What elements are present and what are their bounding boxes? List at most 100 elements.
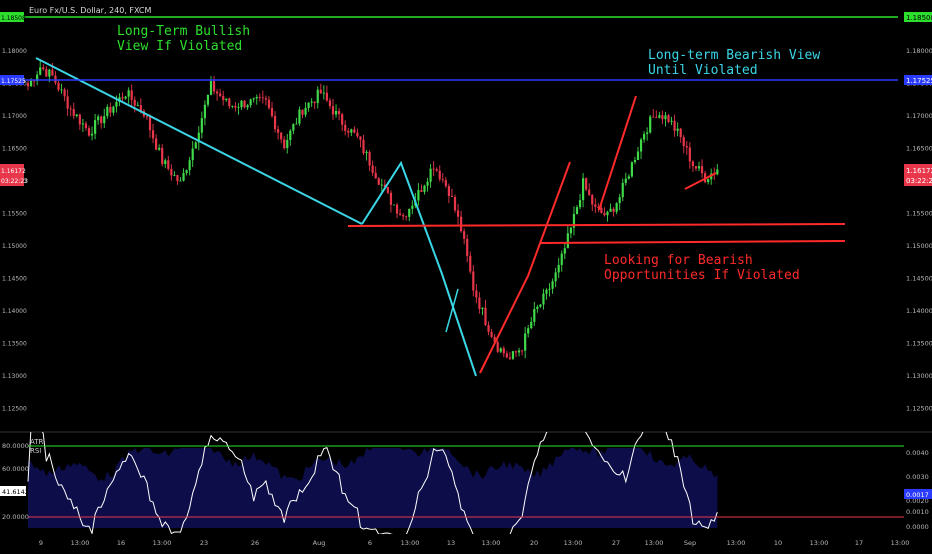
candle-body — [237, 107, 240, 109]
candle-body — [115, 101, 118, 107]
candle-body — [374, 172, 377, 179]
candle-body — [103, 116, 106, 124]
rsi-tick-20: 20.0000 — [2, 513, 29, 521]
candle-body — [164, 160, 167, 165]
price-tick-label-left: 1.14500 — [2, 276, 27, 283]
price-tick-label-left: 1.14000 — [2, 308, 27, 315]
atr-tick-4: 0.0010 — [906, 508, 929, 516]
candle-body — [658, 115, 661, 118]
candle-body — [203, 104, 206, 119]
candle-body — [450, 196, 454, 198]
candle-body — [124, 96, 127, 99]
price-tick-label: 1.13000 — [906, 372, 932, 380]
red-support-line-upper — [347, 223, 846, 227]
candle-body — [33, 80, 36, 82]
candle-body — [283, 139, 286, 149]
candle-body — [139, 105, 142, 111]
candle-body — [188, 160, 191, 171]
candle-body — [228, 98, 231, 107]
candle-body — [496, 342, 499, 352]
candle-body — [298, 109, 301, 124]
time-tick-label: 23 — [200, 539, 208, 547]
candle-body — [60, 89, 63, 91]
left-countdown-text: 03:22:23 — [1, 178, 28, 185]
candle-body — [197, 132, 200, 143]
candle-body — [310, 101, 313, 103]
price-tick-label: 1.14500 — [906, 275, 932, 283]
price-tag-last — [904, 164, 932, 186]
candle-body — [432, 168, 435, 170]
time-axis[interactable]: 9 13:00 16 13:00 23 26 Aug 6 13:00 13 13:00 20 13:00… — [39, 539, 909, 547]
candle-body — [167, 160, 170, 169]
candle-body — [255, 97, 258, 99]
time-tick-label: 13:00 — [71, 539, 90, 547]
candle-body — [585, 178, 588, 190]
candle-body — [621, 182, 624, 198]
candle-body — [84, 123, 88, 129]
atr-label: ATR — [30, 438, 44, 446]
candle-body — [185, 170, 188, 174]
time-tick-label: 6 — [368, 539, 372, 547]
price-tick-label-left: 1.12500 — [2, 406, 27, 413]
candle-body — [624, 178, 627, 183]
candle-body — [399, 213, 402, 215]
candle-body — [554, 272, 557, 282]
candle-body — [716, 169, 719, 175]
price-tag-blue-text: 1.17525 — [906, 77, 932, 85]
indicator-pane[interactable] — [27, 427, 718, 535]
candle-body — [402, 214, 405, 217]
candle-body — [209, 80, 213, 95]
candle-body — [29, 80, 33, 87]
candle-body — [222, 96, 225, 100]
candle-body — [682, 137, 685, 146]
time-tick-label: 13:00 — [482, 539, 501, 547]
candle-body — [521, 350, 524, 352]
candle-body — [405, 216, 408, 218]
cyan-downtrend-line — [35, 57, 363, 225]
candle-body — [246, 105, 249, 108]
candle-body — [484, 307, 487, 326]
candle-body — [478, 297, 481, 309]
bearish-opps-line1: Looking for Bearish — [604, 253, 753, 268]
candle-body — [264, 98, 267, 100]
candle-body — [338, 110, 341, 115]
price-tick-label: 1.17000 — [906, 112, 932, 120]
bearish-opps-line2: Opportunities If Violated — [604, 268, 800, 283]
price-axis[interactable]: 1.180001.180001.175001.175001.170001.170… — [2, 47, 932, 413]
candle-body — [618, 197, 621, 204]
candle-body — [240, 100, 243, 108]
candle-body — [356, 132, 359, 137]
candle-body — [313, 101, 316, 103]
candle-body — [273, 115, 277, 130]
candle-body — [411, 205, 414, 209]
candle-body — [200, 118, 203, 133]
rsi-value-tag — [0, 486, 26, 496]
candle-body — [536, 306, 539, 309]
candle-body — [444, 180, 447, 187]
candle-body — [606, 211, 609, 216]
candle-body — [661, 115, 664, 120]
time-tick-label: 10 — [774, 539, 782, 547]
candle-body — [615, 203, 618, 212]
time-tick-label: 26 — [251, 539, 259, 547]
bullish-note-line1: Long-Term Bullish — [117, 24, 250, 39]
candle-body — [575, 207, 579, 215]
candle-body — [243, 100, 246, 108]
candle-body — [81, 123, 84, 125]
price-tick-label: 1.13500 — [906, 340, 932, 348]
candle-body — [707, 179, 710, 183]
price-tick-label: 1.16500 — [906, 145, 932, 153]
candle-body — [155, 138, 158, 150]
candle-body — [545, 289, 548, 294]
candle-body — [463, 231, 466, 239]
candle-body — [45, 69, 48, 77]
price-pane[interactable] — [26, 57, 846, 377]
candle-body — [460, 216, 463, 232]
rsi-label: RSI — [30, 447, 41, 455]
candle-body — [627, 176, 630, 179]
candle-body — [594, 204, 597, 207]
candle-body — [481, 307, 484, 309]
candle-body — [386, 187, 389, 193]
candle-body — [368, 151, 371, 166]
candle-body — [161, 147, 164, 165]
